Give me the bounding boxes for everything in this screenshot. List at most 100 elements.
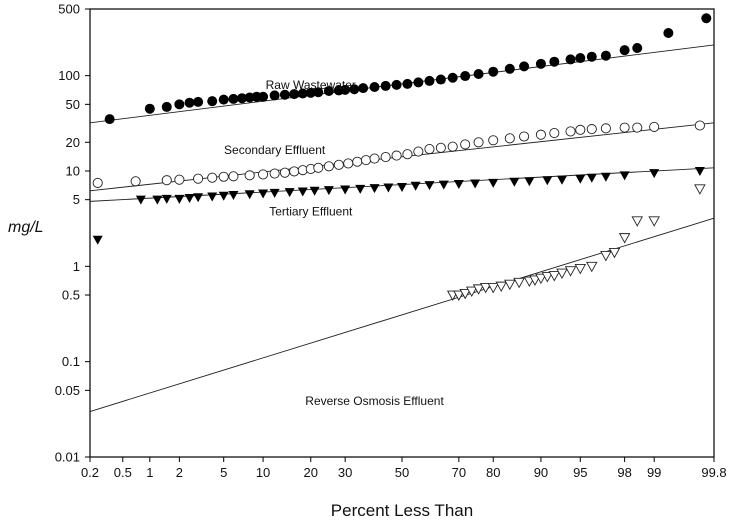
x-tick-label: 50 (395, 465, 409, 480)
tertiary-effluent-point (309, 186, 320, 196)
raw-wastewater-point (161, 101, 172, 112)
secondary-effluent-point (228, 171, 239, 182)
tertiary-effluent-point (397, 182, 407, 192)
secondary-effluent-point (473, 137, 484, 148)
x-tick-label: 90 (534, 465, 548, 480)
x-tick-label: 0.2 (81, 465, 99, 480)
secondary-effluent-point (519, 131, 530, 142)
secondary-effluent-point (619, 122, 630, 133)
x-axis: 0.2 0.5 1 2 5 10 20 30 50 70 80 90 95 98 99 99.8 (81, 457, 727, 480)
secondary-effluent-point (130, 176, 141, 187)
reverse-osmosis-effluent-point (608, 247, 621, 259)
y-tick-label: 50 (66, 97, 80, 112)
raw-wastewater-point (369, 82, 380, 93)
y-tick-label: 10 (66, 163, 80, 178)
raw-wastewater-point (619, 45, 630, 56)
tertiary-effluent-point (488, 178, 499, 188)
raw-wastewater-point (218, 94, 229, 105)
raw-wastewater-point (460, 71, 471, 82)
raw-wastewater-point (504, 63, 515, 74)
x-tick-label: 99 (647, 465, 661, 480)
tertiary-effluent-point (218, 191, 229, 201)
tertiary-effluent-point (649, 169, 660, 179)
reverse-osmosis-effluent-point (472, 284, 485, 295)
tertiary-effluent-point (410, 181, 421, 191)
tertiary-effluent-point (269, 188, 280, 198)
reverse-osmosis-effluent-point (535, 273, 547, 285)
tertiary-effluent-point (542, 176, 553, 186)
tertiary-effluent-point (340, 185, 351, 195)
reverse-osmosis-effluent-point (529, 275, 541, 286)
raw-wastewater-point (237, 93, 248, 104)
x-tick-label: 1 (146, 465, 153, 480)
reverse-osmosis-effluent-point (574, 263, 587, 275)
x-tick-label: 30 (338, 465, 352, 480)
raw-wastewater-point (549, 56, 560, 67)
x-tick-label: 98 (617, 465, 631, 480)
raw-wastewater-point (413, 77, 424, 88)
tertiary-effluent-point (470, 179, 481, 189)
x-axis-title: Percent Less Than (331, 501, 473, 520)
raw-wastewater-point (535, 58, 546, 69)
tertiary-effluent-point (135, 195, 146, 205)
reverse-osmosis-effluent-point (600, 251, 612, 262)
tertiary-effluent-point (575, 174, 586, 184)
secondary-effluent-point (694, 120, 705, 131)
secondary-effluent-point (586, 124, 597, 135)
raw-wastewater-point (358, 83, 369, 94)
secondary-effluent-point (193, 173, 204, 184)
secondary-effluent-point (632, 122, 643, 133)
plot-frame (89, 8, 715, 458)
raw-wastewater-point (207, 96, 218, 107)
secondary-effluent-point (360, 155, 372, 166)
tertiary-effluent-point (184, 194, 195, 204)
reverse-osmosis-effluent-point (548, 271, 561, 282)
tertiary-effluent-point (207, 192, 218, 202)
tertiary-effluent-point (174, 194, 185, 204)
secondary-effluent-point (289, 166, 300, 177)
secondary-effluent-point (565, 126, 576, 137)
secondary-effluent-point (447, 141, 458, 152)
secondary-effluent-point (258, 169, 269, 180)
reverse-osmosis-effluent-point (556, 268, 568, 279)
raw-wastewater-point (323, 86, 334, 97)
y-axis: 0.01 0.05 0.1 0.5 1 5 10 20 50 100 500 (55, 2, 90, 465)
secondary-effluent-point (460, 139, 471, 150)
series-label-tertiary-effluent: Tertiary Effluent (269, 205, 353, 219)
tertiary-effluent-point (193, 193, 204, 203)
raw-wastewater-point (380, 80, 391, 91)
tertiary-effluent-point (424, 181, 435, 191)
x-tick-label: 95 (573, 465, 587, 480)
y-tick-label: 5 (73, 192, 80, 207)
raw-wastewater-point (340, 84, 351, 95)
tertiary-effluent-point (284, 188, 295, 198)
tertiary-effluent-point (619, 171, 630, 181)
raw-wastewater-point (297, 88, 308, 99)
secondary-effluent-point (218, 171, 229, 182)
series-label-secondary-effluent: Secondary Effluent (224, 143, 326, 157)
reverse-osmosis-effluent-point (453, 290, 465, 301)
tertiary-effluent-point (694, 166, 705, 176)
y-tick-label: 0.1 (62, 354, 80, 369)
y-tick-label: 0.05 (55, 383, 80, 398)
reverse-osmosis-effluent-point (541, 272, 554, 283)
raw-wastewater-point (289, 89, 300, 100)
raw-wastewater-point (435, 74, 446, 85)
raw-wastewater-point (258, 91, 269, 102)
secondary-effluent-point (488, 135, 499, 146)
secondary-effluent-point (92, 177, 103, 188)
tertiary-effluent-point (453, 180, 464, 190)
secondary-effluent-point (279, 167, 290, 178)
raw-wastewater-point (349, 84, 360, 95)
secondary-effluent-point (207, 172, 218, 183)
reverse-osmosis-effluent-point (648, 216, 660, 227)
reverse-osmosis-effluent-point (504, 279, 516, 291)
reverse-osmosis-effluent-point (495, 281, 507, 293)
reverse-osmosis-effluent-point (564, 266, 577, 277)
x-tick-label: 80 (486, 465, 500, 480)
raw-wastewater-point (488, 66, 499, 77)
tertiary-effluent-point (369, 184, 380, 194)
raw-wastewater-point (144, 103, 155, 114)
reverse-osmosis-effluent-point (694, 184, 706, 195)
